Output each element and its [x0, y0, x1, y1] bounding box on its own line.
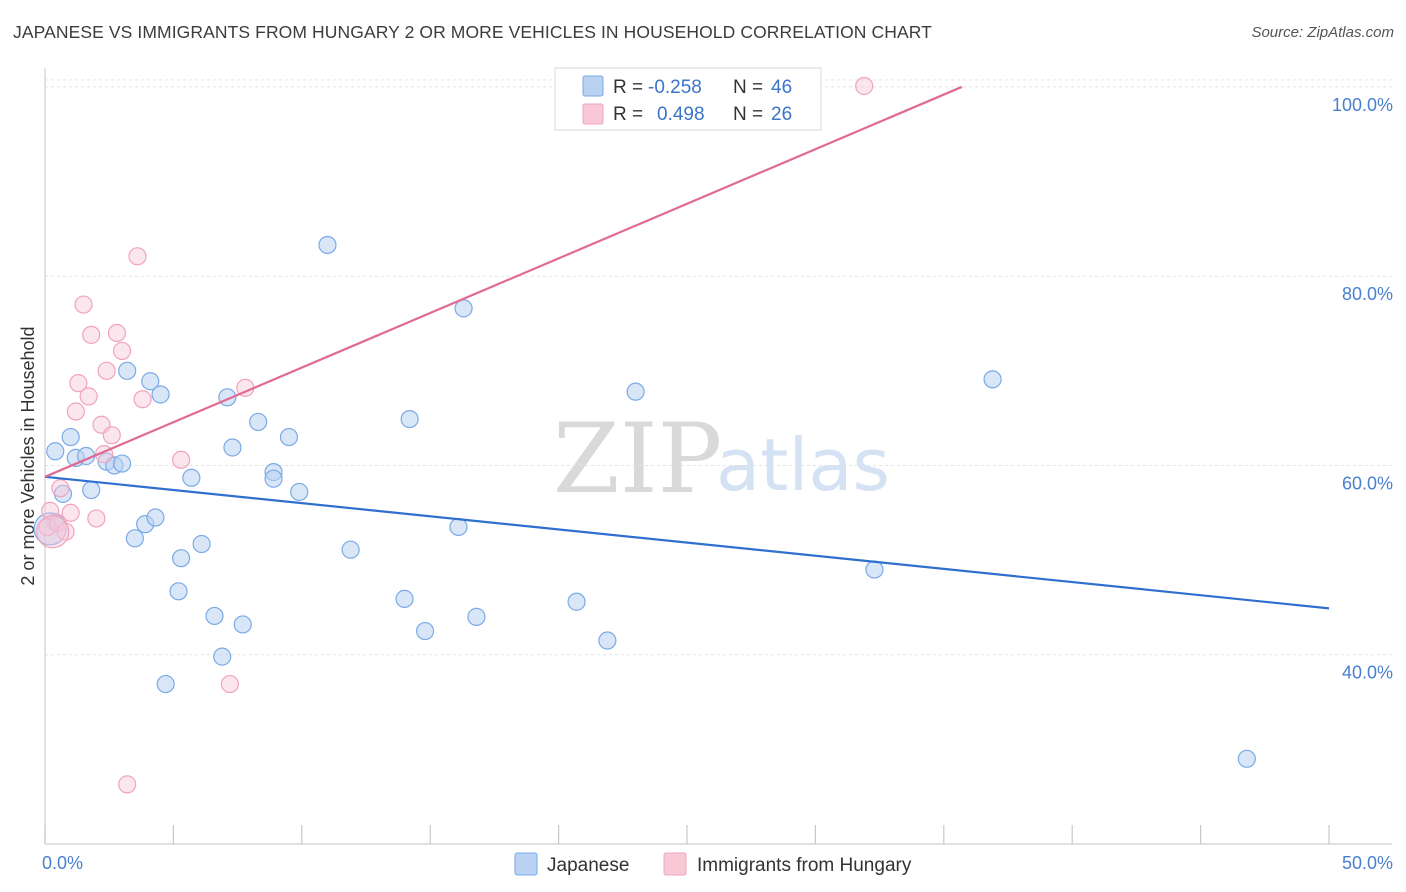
japanese-point — [46, 442, 65, 461]
bottom-legend-hungary: Immigrants from Hungary — [697, 855, 912, 876]
japanese-point — [395, 589, 414, 608]
japanese-point — [169, 582, 188, 601]
legend-n-value-hungary: 26 — [771, 104, 792, 125]
japanese-point — [1237, 749, 1256, 768]
japanese-point — [290, 482, 309, 502]
japanese-point — [415, 621, 435, 641]
hungary-points — [36, 76, 874, 794]
bottom-legend-swatch-hungary — [663, 852, 687, 876]
japanese-point — [598, 631, 617, 650]
y-tick-label: 80.0% — [1342, 284, 1393, 304]
japanese-point — [249, 412, 268, 432]
hungary-point — [112, 341, 132, 361]
grid-lines — [45, 79, 1392, 656]
y-axis-ticks: 40.0% 60.0% 80.0% 100.0% — [1332, 95, 1393, 683]
japanese-point — [567, 592, 586, 611]
legend-swatch-japanese — [582, 75, 604, 97]
japanese-point — [865, 560, 884, 579]
y-axis-label: 2 or more Vehicles in Household — [18, 326, 38, 585]
hungary-point — [69, 374, 88, 393]
japanese-point — [983, 370, 1002, 389]
japanese-point — [467, 607, 486, 626]
legend-n-value-japanese: 46 — [771, 77, 792, 98]
hungary-point — [51, 479, 70, 498]
hungary-point — [855, 76, 874, 96]
hungary-point — [102, 426, 121, 445]
japanese-point — [233, 615, 252, 634]
japanese-point — [146, 508, 165, 527]
legend-r-label-japanese: R = — [613, 77, 643, 98]
hungary-point — [128, 247, 147, 266]
hungary-point — [36, 515, 70, 549]
japanese-point — [61, 427, 80, 447]
hungary-point — [107, 323, 127, 343]
japanese-point — [141, 372, 160, 391]
japanese-point — [264, 469, 283, 488]
hungary-point — [172, 450, 191, 469]
y-tick-label: 100.0% — [1332, 95, 1393, 115]
legend-r-value-japanese: -0.258 — [648, 77, 702, 98]
hungary-point — [66, 402, 85, 421]
legend-n-label-hungary: N = — [733, 104, 763, 125]
japanese-point — [449, 517, 468, 537]
legend-swatch-hungary — [582, 103, 604, 125]
japanese-point — [192, 534, 211, 554]
legend-n-label-japanese: N = — [733, 77, 763, 98]
hungary-point — [56, 522, 75, 541]
bottom-legend-swatch-japanese — [514, 852, 538, 876]
x-tick-label-min: 0.0% — [42, 853, 83, 873]
hungary-trend-line — [44, 85, 963, 478]
hungary-point — [79, 387, 98, 406]
series-legend: Japanese Immigrants from Hungary — [514, 852, 912, 876]
hungary-point — [74, 295, 93, 314]
bottom-legend-japanese: Japanese — [547, 855, 629, 876]
y-tick-label: 40.0% — [1342, 663, 1393, 683]
japanese-trend-line — [44, 475, 1330, 610]
japanese-point — [400, 409, 419, 429]
hungary-point — [133, 390, 152, 409]
watermark-zip: ZIP — [553, 403, 722, 515]
legend-r-label-hungary: R = — [613, 104, 643, 125]
y-tick-label: 60.0% — [1342, 473, 1393, 493]
japanese-point — [125, 529, 144, 548]
hungary-point — [97, 361, 116, 380]
legend-r-value-hungary: 0.498 — [657, 104, 705, 125]
trend-lines — [44, 85, 1330, 610]
japanese-point — [182, 468, 201, 487]
chart-title: JAPANESE VS IMMIGRANTS FROM HUNGARY 2 OR… — [13, 22, 932, 42]
japanese-point — [151, 385, 170, 404]
source-label: Source: ZipAtlas.com — [1251, 24, 1394, 41]
japanese-point — [626, 382, 645, 401]
japanese-point — [172, 549, 191, 568]
japanese-point — [279, 427, 299, 447]
japanese-point — [213, 647, 232, 666]
hungary-point — [87, 509, 106, 528]
japanese-point — [156, 674, 175, 694]
hungary-point — [61, 503, 80, 522]
hungary-point — [82, 325, 101, 344]
hungary-point — [118, 775, 137, 794]
correlation-legend: R = -0.258 N = 46 R = 0.498 N = 26 — [554, 67, 822, 131]
japanese-point — [341, 540, 360, 559]
japanese-point — [82, 480, 101, 500]
japanese-point — [205, 606, 224, 626]
axes — [44, 68, 1392, 845]
x-axis-ticks: 0.0% 50.0% — [42, 825, 1393, 873]
japanese-point — [223, 438, 242, 457]
japanese-point — [112, 454, 132, 473]
japanese-point — [118, 361, 137, 380]
hungary-point — [220, 674, 239, 694]
x-tick-label-max: 50.0% — [1342, 853, 1393, 873]
japanese-point — [318, 235, 337, 255]
